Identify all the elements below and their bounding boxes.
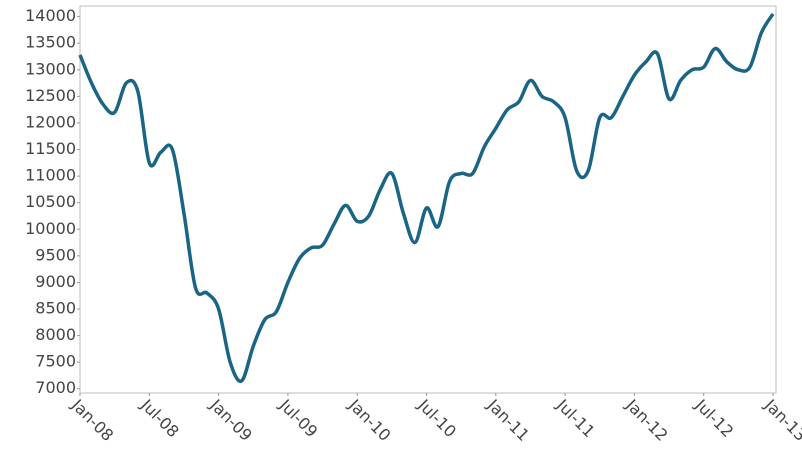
x-tick-label: Jul-08 xyxy=(137,395,183,441)
plot-frame xyxy=(79,5,777,394)
y-tick-label: 8500 xyxy=(35,299,76,318)
x-tick-label: Jul-10 xyxy=(414,395,460,441)
y-tick-label: 9500 xyxy=(35,245,76,264)
y-tick-label: 9000 xyxy=(35,272,76,291)
x-tick-label: Jul-12 xyxy=(691,395,737,441)
x-tick-label: Jan-12 xyxy=(622,395,672,445)
x-tick-label: Jan-08 xyxy=(67,395,117,445)
line xyxy=(78,13,775,383)
y-tick-label: 10000 xyxy=(25,219,76,238)
y-tick-label: 12000 xyxy=(25,112,76,131)
y-tick-label: 12500 xyxy=(25,86,76,105)
x-tick-label: Jan-09 xyxy=(206,395,256,445)
x-tick-label: Jan-10 xyxy=(344,395,394,445)
x-tick-label: Jan-13 xyxy=(760,395,802,445)
y-tick-label: 11500 xyxy=(25,139,76,158)
y-tick-label: 7000 xyxy=(35,378,76,397)
y-tick-label: 11000 xyxy=(25,166,76,185)
y-tick-label: 7500 xyxy=(35,352,76,371)
y-tick-label: 14000 xyxy=(25,6,76,25)
y-tick-label: 13500 xyxy=(25,33,76,52)
x-tick-label: Jan-11 xyxy=(483,395,533,445)
y-tick-label: 13000 xyxy=(25,59,76,78)
x-tick-label: Jul-11 xyxy=(552,395,598,441)
x-tick-label: Jul-09 xyxy=(275,395,321,441)
y-tick-label: 10500 xyxy=(25,192,76,211)
y-tick-label: 8000 xyxy=(35,325,76,344)
